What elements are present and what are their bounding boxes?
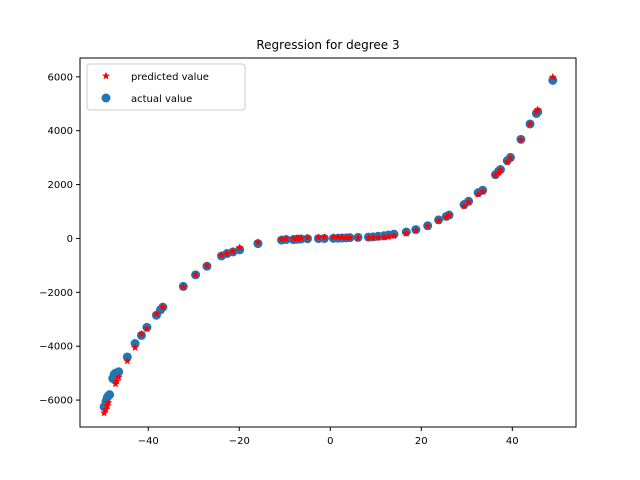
predicted-point	[533, 105, 542, 114]
x-tick-label: 0	[327, 436, 333, 447]
predicted-point	[506, 153, 515, 162]
predicted-point	[474, 190, 483, 198]
predicted-point	[342, 233, 351, 242]
predicted-point	[100, 408, 109, 417]
predicted-point	[101, 405, 110, 413]
predicted-point	[503, 157, 512, 166]
legend-label: actual value	[131, 94, 192, 105]
y-tick-label: 2000	[48, 180, 73, 191]
predicted-point	[158, 302, 167, 311]
axes: −40 −20 0 20 40 −6000 −4000 −2000 0 2000 4000 6000	[39, 57, 577, 447]
data-points	[99, 72, 558, 417]
axes-frame	[79, 57, 577, 428]
predicted-point	[445, 211, 454, 219]
predicted-point	[314, 233, 323, 242]
predicted-point	[369, 233, 378, 242]
predicted-point	[411, 226, 420, 234]
predicted-point	[217, 250, 226, 259]
y-tick-label: 6000	[48, 72, 73, 83]
predicted-point	[526, 119, 535, 128]
plot-area	[80, 58, 576, 427]
predicted-point	[442, 212, 451, 221]
predicted-point	[152, 309, 161, 318]
predicted-point	[345, 233, 354, 242]
predicted-point	[338, 233, 347, 241]
predicted-point	[374, 233, 383, 242]
predicted-point	[402, 229, 411, 237]
y-tick-label: −6000	[39, 396, 73, 407]
x-tick-label: 40	[506, 436, 519, 447]
predicted-point	[289, 234, 298, 243]
y-tick-label: −4000	[39, 342, 73, 353]
predicted-point	[329, 232, 338, 241]
y-tick-label: −2000	[39, 288, 73, 299]
predicted-point	[131, 343, 140, 351]
predicted-point	[191, 270, 200, 279]
predicted-point	[297, 233, 306, 242]
predicted-point	[114, 372, 123, 381]
predicted-point	[202, 261, 211, 270]
predicted-point	[491, 171, 500, 179]
predicted-point	[282, 234, 291, 243]
predicted-point	[303, 233, 312, 242]
predicted-point	[112, 377, 121, 385]
predicted-point	[123, 356, 132, 365]
chart-title: Regression for degree 3	[256, 38, 399, 52]
predicted-point	[364, 233, 373, 242]
predicted-point	[334, 232, 343, 241]
predicted-point	[516, 135, 525, 144]
predicted-point	[379, 233, 388, 241]
predicted-point	[104, 398, 113, 407]
predicted-point	[142, 324, 151, 333]
predicted-point	[277, 235, 286, 243]
series-predicted-value	[100, 72, 557, 417]
predicted-point	[464, 197, 473, 206]
legend: predicted value actual value	[86, 63, 246, 111]
legend-circle-icon	[101, 93, 111, 103]
predicted-point	[137, 329, 146, 338]
legend-star-icon	[102, 71, 110, 80]
x-tick-label: −20	[229, 436, 250, 447]
actual-point	[548, 75, 558, 85]
predicted-point	[434, 216, 443, 225]
y-tick-label: 4000	[48, 126, 73, 137]
predicted-point	[389, 231, 398, 240]
predicted-point	[320, 233, 329, 241]
predicted-point	[423, 221, 432, 230]
y-tick-label: 0	[67, 234, 73, 245]
legend-label: predicted value	[131, 72, 209, 83]
predicted-point	[179, 282, 188, 291]
predicted-point	[354, 233, 363, 242]
legend-box	[86, 63, 246, 111]
predicted-point	[548, 72, 557, 81]
predicted-point	[235, 243, 244, 252]
predicted-point	[294, 234, 303, 242]
predicted-point	[228, 247, 237, 255]
x-tick-label: −40	[138, 436, 159, 447]
predicted-point	[478, 187, 487, 195]
predicted-point	[460, 201, 469, 210]
predicted-point	[253, 238, 262, 246]
predicted-point	[222, 249, 231, 257]
actual-point	[114, 367, 124, 377]
plot-background	[80, 58, 576, 427]
x-tick-label: 20	[415, 436, 428, 447]
actual-point	[105, 390, 115, 400]
predicted-point	[496, 165, 505, 174]
predicted-point	[384, 232, 393, 241]
